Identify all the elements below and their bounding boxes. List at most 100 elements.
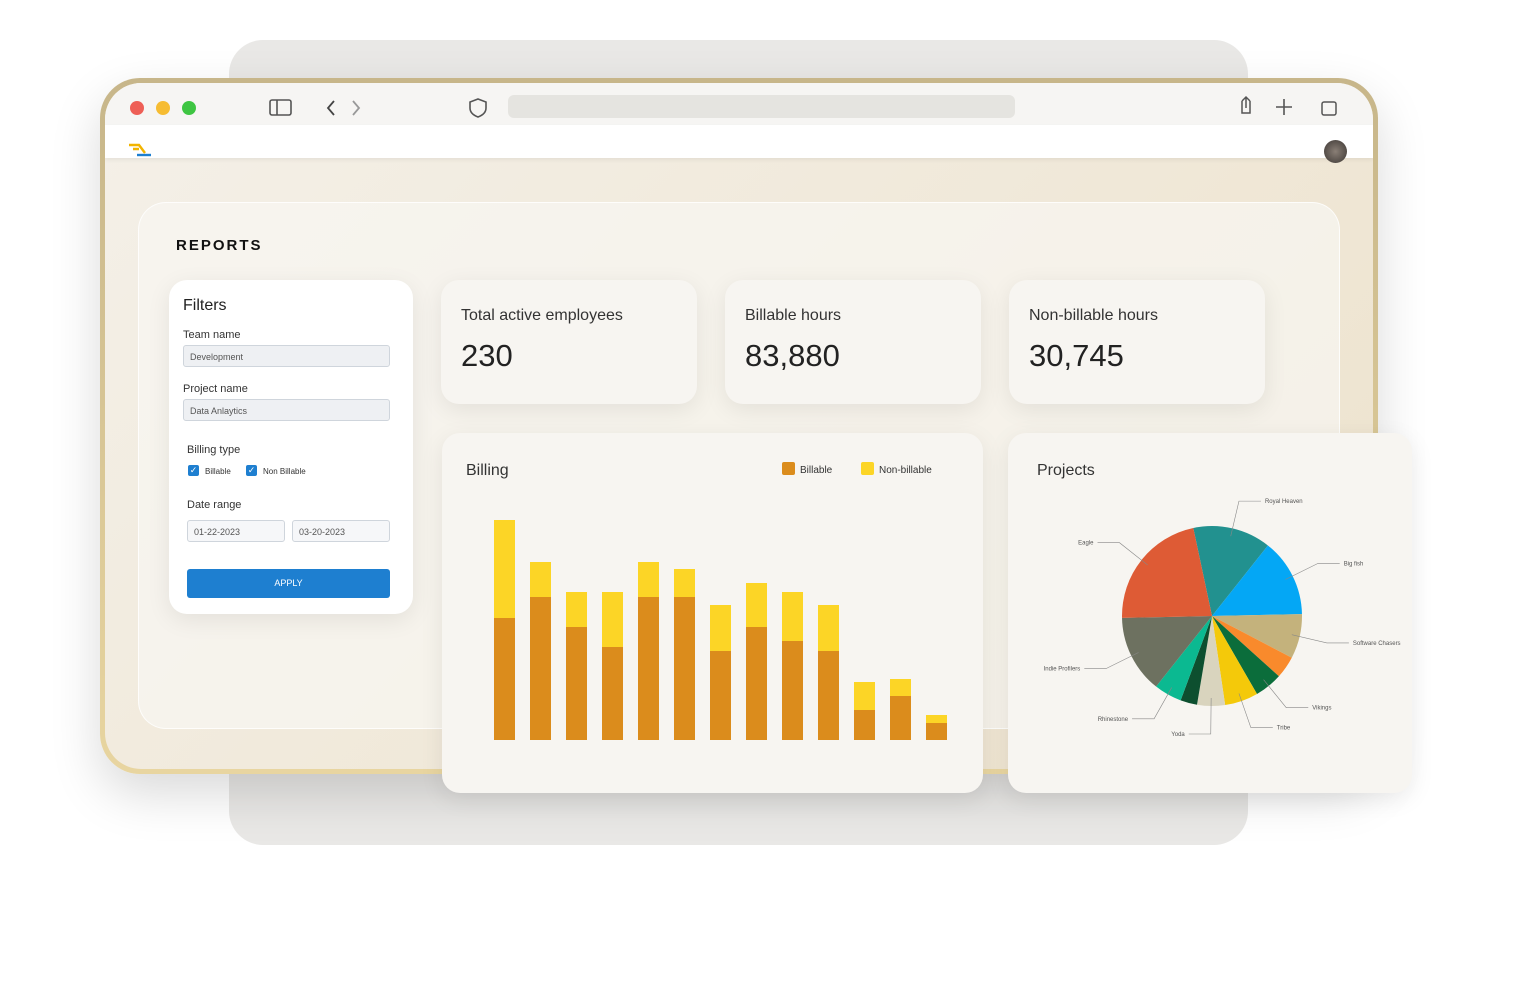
- avatar[interactable]: [1324, 140, 1347, 163]
- bar-segment: [530, 597, 551, 740]
- billing-card: Billing Billable Non-billable: [442, 433, 983, 793]
- bar-segment: [602, 592, 623, 647]
- team-input[interactable]: Development: [183, 345, 390, 367]
- filters-card: Filters Team name Development Project na…: [169, 280, 413, 614]
- legend-swatch: [861, 462, 874, 475]
- address-bar[interactable]: [508, 95, 1015, 118]
- stat-card: Non-billable hours 30,745: [1009, 280, 1265, 404]
- stat-label: Total active employees: [461, 307, 623, 324]
- non-billable-option: Non Billable: [263, 467, 306, 476]
- pie-slice: [1212, 545, 1302, 616]
- date-to-input[interactable]: 03-20-2023: [292, 520, 390, 542]
- leader-line: [1230, 500, 1261, 537]
- minimize-button[interactable]: [156, 101, 170, 115]
- chart-title: Billing: [466, 462, 509, 479]
- stat-label: Billable hours: [745, 307, 842, 324]
- bar-segment: [602, 647, 623, 740]
- bar-segment: [746, 627, 767, 740]
- date-from-input[interactable]: 01-22-2023: [187, 520, 285, 542]
- leader-line: [1132, 687, 1173, 720]
- bar-segment: [818, 605, 839, 651]
- pie-slice: [1156, 616, 1212, 701]
- billing-chart: Billing Billable Non-billable: [466, 462, 947, 740]
- billing-label: Billing type: [187, 444, 241, 456]
- pie-label: Yoda: [1171, 732, 1185, 738]
- pie-slice: [1212, 616, 1292, 677]
- pie-slice: [1193, 526, 1268, 616]
- date-label: Date range: [187, 499, 242, 511]
- pie-slice: [1122, 527, 1212, 618]
- tabs-icon[interactable]: [1321, 101, 1337, 116]
- non-billable-checkbox[interactable]: ✓: [246, 465, 257, 476]
- leader-line: [1084, 652, 1139, 669]
- pie-slice: [1180, 616, 1212, 705]
- bar-segment: [746, 583, 767, 627]
- bar-segment: [782, 592, 803, 641]
- pie-label: Big fish: [1344, 562, 1364, 568]
- reports-title: REPORTS: [176, 237, 263, 254]
- pie-label: Vikings: [1312, 706, 1331, 712]
- bar-segment: [674, 569, 695, 597]
- app-header: [105, 125, 1373, 158]
- projects-card: Projects Royal Heaven Big fish Software Cha…: [1008, 433, 1412, 793]
- logo[interactable]: [127, 141, 155, 161]
- pie-slice: [1212, 616, 1279, 694]
- forward-icon[interactable]: [352, 100, 361, 116]
- pie-label: Eagle: [1078, 541, 1094, 547]
- apply-button[interactable]: APPLY: [187, 569, 390, 598]
- bar-segment: [890, 696, 911, 740]
- leader-line: [1285, 563, 1340, 580]
- bar-segment: [854, 710, 875, 740]
- bar-segment: [926, 715, 947, 723]
- pie-slice: [1212, 616, 1257, 706]
- pie-label: Software Chasers: [1353, 641, 1401, 647]
- toolbar-icons: [269, 95, 1337, 118]
- sidebar-icon[interactable]: [269, 99, 292, 116]
- bar-segment: [818, 651, 839, 740]
- pie-slice: [1122, 616, 1212, 687]
- stat-value: 30,745: [1029, 338, 1124, 373]
- zoom-button[interactable]: [182, 101, 196, 115]
- close-button[interactable]: [130, 101, 144, 115]
- project-label: Project name: [183, 383, 248, 395]
- bar-segment: [566, 627, 587, 740]
- bar-segment: [782, 641, 803, 740]
- bar-segment: [638, 562, 659, 597]
- billable-option: Billable: [205, 467, 231, 476]
- bar-segment: [926, 723, 947, 740]
- new-tab-icon[interactable]: [1276, 99, 1292, 115]
- pie-label: Royal Heaven: [1265, 499, 1303, 505]
- bar-segment: [530, 562, 551, 597]
- leader-line: [1263, 679, 1309, 709]
- legend-label: Billable: [800, 465, 833, 476]
- filters-title: Filters: [183, 297, 227, 314]
- pie-label: Indie Profilers: [1044, 666, 1081, 672]
- bar-segment: [710, 651, 731, 740]
- stat-value: 230: [461, 338, 513, 373]
- projects-chart: Projects Royal Heaven Big fish Software Cha…: [1037, 462, 1401, 738]
- project-input[interactable]: Data Anlaytics: [183, 399, 390, 421]
- legend-swatch: [782, 462, 795, 475]
- team-label: Team name: [183, 329, 241, 341]
- pie-label: Tribe: [1277, 725, 1291, 731]
- bar-segment: [494, 520, 515, 618]
- back-icon[interactable]: [326, 100, 335, 116]
- bar-segment: [890, 679, 911, 696]
- stat-card: Total active employees 230: [441, 280, 697, 404]
- bar-segment: [566, 592, 587, 627]
- pie-label: Rhinestone: [1098, 717, 1129, 723]
- bar-segment: [854, 682, 875, 710]
- leader-line: [1188, 697, 1212, 735]
- stat-label: Non-billable hours: [1029, 307, 1158, 324]
- shield-icon[interactable]: [469, 98, 487, 118]
- stat-value: 83,880: [745, 338, 840, 373]
- leader-line: [1291, 634, 1349, 644]
- stat-card: Billable hours 83,880: [725, 280, 981, 404]
- leader-line: [1238, 693, 1273, 728]
- share-icon[interactable]: [1241, 95, 1251, 114]
- bar-segment: [638, 597, 659, 740]
- billable-checkbox[interactable]: ✓: [188, 465, 199, 476]
- chart-title: Projects: [1037, 462, 1095, 479]
- bar-segment: [674, 597, 695, 740]
